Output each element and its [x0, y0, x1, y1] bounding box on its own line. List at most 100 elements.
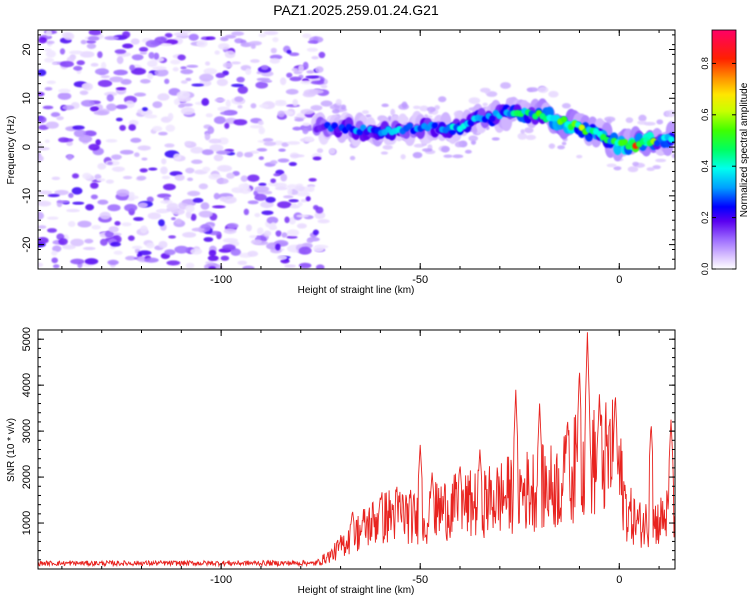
noise-blob	[46, 216, 59, 220]
noise-blob	[160, 199, 173, 204]
noise-blob	[91, 225, 101, 230]
noise-blob	[258, 156, 265, 161]
noise-blob	[161, 158, 167, 165]
noise-blob	[42, 105, 54, 110]
noise-blob	[187, 177, 194, 182]
noise-blob	[270, 47, 277, 54]
noise-blob	[43, 48, 52, 52]
noise-blob	[218, 43, 230, 50]
noise-blob	[226, 223, 239, 229]
noise-blob	[68, 192, 74, 198]
noise-blob	[203, 68, 218, 75]
noise-blob	[137, 202, 148, 208]
noise-blob	[207, 255, 219, 262]
noise-blob	[90, 194, 98, 200]
noise-blob	[51, 176, 61, 181]
noise-blob	[285, 88, 299, 95]
noise-blob	[166, 260, 181, 266]
noise-blob	[313, 245, 325, 252]
noise-blob	[236, 151, 244, 158]
noise-blob	[152, 66, 167, 71]
noise-blob	[288, 162, 297, 167]
noise-blob	[139, 168, 148, 173]
noise-blob	[148, 167, 158, 171]
noise-blob	[203, 81, 212, 86]
noise-blob	[297, 201, 303, 207]
noise-blob	[161, 175, 171, 180]
noise-blob	[172, 67, 179, 72]
halo-blob	[491, 137, 500, 141]
halo-blob	[561, 141, 567, 146]
noise-blob	[213, 192, 220, 200]
colorbar-tick-label: 0.4	[700, 160, 710, 173]
noise-blob	[240, 175, 248, 182]
noise-blob	[286, 229, 300, 237]
noise-blob	[114, 221, 121, 226]
noise-blob	[182, 200, 191, 204]
noise-blob	[113, 250, 123, 255]
halo-blob	[335, 98, 342, 106]
noise-blob	[204, 132, 211, 141]
noise-blob	[245, 68, 252, 75]
noise-blob	[122, 43, 134, 49]
noise-blob	[170, 217, 176, 221]
noise-blob	[190, 248, 203, 255]
halo-blob	[637, 120, 647, 125]
noise-blob	[187, 190, 201, 197]
noise-blob	[191, 159, 203, 164]
x-tick-label: 0	[616, 274, 622, 286]
noise-blob	[316, 148, 324, 154]
noise-blob	[144, 114, 158, 119]
noise-blob	[80, 39, 87, 45]
noise-blob	[218, 137, 229, 145]
noise-blob	[184, 141, 192, 146]
noise-blob	[128, 124, 137, 131]
noise-blob	[290, 154, 305, 158]
noise-blob	[292, 126, 302, 131]
ridge-blob	[489, 115, 496, 122]
noise-blob	[289, 204, 301, 209]
noise-blob	[38, 190, 53, 195]
halo-blob	[380, 151, 389, 155]
noise-blob	[114, 49, 127, 54]
noise-blob	[180, 107, 195, 116]
noise-blob	[174, 174, 185, 181]
noise-blob	[147, 60, 158, 68]
noise-blob	[208, 266, 217, 269]
noise-blob	[164, 32, 173, 38]
halo-blob	[537, 86, 549, 93]
halo-blob	[655, 158, 667, 163]
noise-blob	[275, 186, 288, 191]
noise-blob	[200, 202, 210, 210]
noise-blob	[104, 35, 119, 41]
noise-blob	[82, 172, 92, 180]
noise-blob	[45, 30, 53, 37]
noise-blob	[90, 62, 99, 67]
y-tick-label: 0	[21, 144, 33, 150]
noise-blob	[261, 210, 274, 216]
halo-blob	[413, 143, 425, 148]
noise-blob	[116, 189, 130, 197]
noise-blob	[63, 32, 75, 41]
spectrogram-frame	[37, 29, 676, 270]
noise-blob	[111, 232, 122, 236]
noise-blob	[280, 173, 288, 182]
noise-blob	[71, 173, 80, 179]
noise-blob	[58, 238, 68, 246]
noise-blob	[201, 149, 214, 156]
noise-blob	[73, 65, 83, 71]
noise-blob	[139, 225, 148, 234]
noise-blob	[115, 117, 123, 122]
halo-blob	[524, 127, 534, 134]
noise-blob	[147, 72, 154, 80]
snr-x-axis-label: Height of straight line (km)	[298, 585, 415, 596]
noise-blob	[198, 183, 209, 190]
noise-blob	[281, 232, 288, 238]
noise-blob	[129, 64, 136, 71]
halo-blob	[454, 141, 463, 148]
noise-blob	[128, 191, 135, 199]
halo-blob	[361, 110, 369, 115]
noise-blob	[147, 212, 161, 220]
noise-blob	[158, 131, 168, 136]
